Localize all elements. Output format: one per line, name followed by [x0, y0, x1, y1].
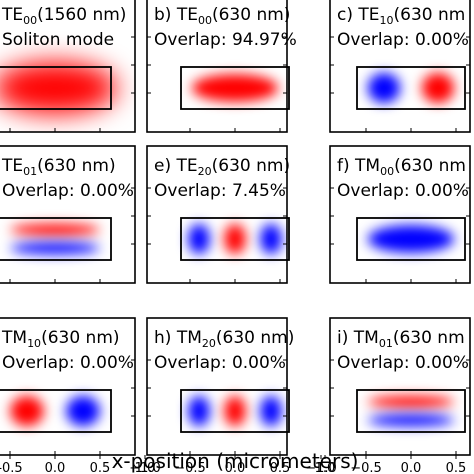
panel-frame	[146, 317, 288, 456]
panel-d: TE01(630 nm) Overlap: 0.00%	[0, 145, 136, 284]
field-lobe	[367, 395, 455, 408]
panel-subtitle: Overlap: 0.00%	[2, 353, 134, 373]
field-lobe	[188, 395, 210, 427]
x-tick-label: 0.5	[90, 461, 111, 474]
panel-title: h) TM20(630 nm)	[154, 328, 294, 350]
panel-frame	[0, 145, 136, 284]
field-lobe	[66, 395, 100, 427]
x-tick-label: 0.0	[225, 461, 246, 474]
field-lobe	[224, 395, 246, 427]
x-tick-label: -0.5	[0, 461, 23, 474]
mode-field-f	[367, 225, 455, 253]
x-tick-label: 0.0	[401, 461, 422, 474]
panel-frame	[146, 145, 288, 284]
panel-subtitle: Overlap: 94.97%	[154, 30, 297, 50]
waveguide-outline	[356, 66, 466, 110]
panel-frame	[329, 317, 471, 456]
panel-subtitle: Overlap: 0.00%	[337, 353, 469, 373]
field-lobe	[421, 72, 455, 104]
panel-title: f) TM00(630 nm	[337, 156, 466, 178]
field-lobe	[260, 223, 282, 255]
x-tick-label: 1.0	[135, 461, 156, 474]
x-axis-ticks: -0.50.00.51.0−1.0−0.50.00.51.0−1.0−0.50.…	[0, 455, 466, 474]
x-tick-label: 0.5	[446, 461, 467, 474]
mode-field-i	[367, 395, 455, 427]
x-tick-label: −1.0	[305, 461, 337, 474]
field-lobe	[10, 242, 100, 255]
field-lobe	[0, 62, 117, 114]
panel-title: TE00(1560 nm)	[1, 5, 126, 27]
field-lobe	[367, 414, 455, 427]
panel-subtitle: Overlap: 0.00%	[337, 181, 469, 201]
waveguide-outline	[0, 217, 112, 261]
panel-subtitle: Soliton mode	[2, 30, 114, 50]
panel-h: h) TM20(630 nm) Overlap: 0.00%	[146, 317, 294, 456]
field-lobe	[191, 74, 279, 102]
x-tick-label: −1.0	[129, 461, 161, 474]
panel-c: c) TE10(630 nm Overlap: 0.00%	[329, 0, 471, 133]
mode-field-g	[10, 395, 100, 427]
x-tick-label: 1.0	[315, 461, 336, 474]
field-lobe	[10, 395, 44, 427]
mode-field-d	[10, 223, 100, 255]
waveguide-outline	[180, 66, 290, 110]
waveguide-outline	[180, 217, 290, 261]
panel-f: f) TM00(630 nm Overlap: 0.00%	[329, 145, 471, 284]
x-tick-label: 0.5	[270, 461, 291, 474]
panel-subtitle: Overlap: 7.45%	[154, 181, 286, 201]
panel-subtitle: Overlap: 0.00%	[337, 30, 469, 50]
field-lobe	[10, 223, 100, 236]
panel-subtitle: Overlap: 0.00%	[2, 181, 134, 201]
waveguide-outline	[180, 389, 290, 433]
waveguide-outline	[0, 66, 112, 110]
panel-i: i) TM01(630 nm Overlap: 0.00%	[329, 317, 471, 456]
x-tick-label: −0.5	[350, 461, 382, 474]
field-lobe	[260, 395, 282, 427]
panel-e: e) TE20(630 nm) Overlap: 7.45%	[146, 145, 290, 284]
x-tick-label: 0.0	[45, 461, 66, 474]
x-axis-label: x-position (micrometers)	[112, 449, 359, 473]
panel-subtitle: Overlap: 0.00%	[154, 353, 286, 373]
panel-frame	[329, 145, 471, 284]
panel-frame	[329, 0, 471, 133]
mode-field-a	[0, 62, 117, 114]
panel-title: e) TE20(630 nm)	[154, 156, 290, 178]
panel-b: b) TE00(630 nm) Overlap: 94.97%	[146, 0, 297, 133]
panel-title: i) TM01(630 nm	[337, 328, 465, 350]
panel-title: b) TE00(630 nm)	[154, 5, 290, 27]
panel-frame	[146, 0, 288, 133]
mode-field-e	[188, 223, 282, 255]
mode-field-b	[191, 74, 279, 102]
panel-title: TE01(630 nm)	[1, 156, 116, 178]
field-lobe	[224, 223, 246, 255]
mode-field-h	[188, 395, 282, 427]
waveguide-outline	[0, 389, 112, 433]
panels-layer: TE00(1560 nm) Soliton mode b) TE00(630 nm)…	[0, 0, 471, 456]
field-lobe	[367, 225, 455, 253]
panel-title: TM10(630 nm)	[1, 328, 120, 350]
x-tick-label: −0.5	[174, 461, 206, 474]
panel-frame	[0, 0, 136, 133]
panel-g: TM10(630 nm) Overlap: 0.00%	[0, 317, 136, 456]
panel-a: TE00(1560 nm) Soliton mode	[0, 0, 136, 133]
field-lobe	[367, 72, 401, 104]
panel-frame	[0, 317, 136, 456]
waveguide-outline	[356, 217, 466, 261]
mode-field-c	[367, 72, 455, 104]
panel-title: c) TE10(630 nm	[337, 5, 465, 27]
field-lobe	[188, 223, 210, 255]
waveguide-outline	[356, 389, 466, 433]
